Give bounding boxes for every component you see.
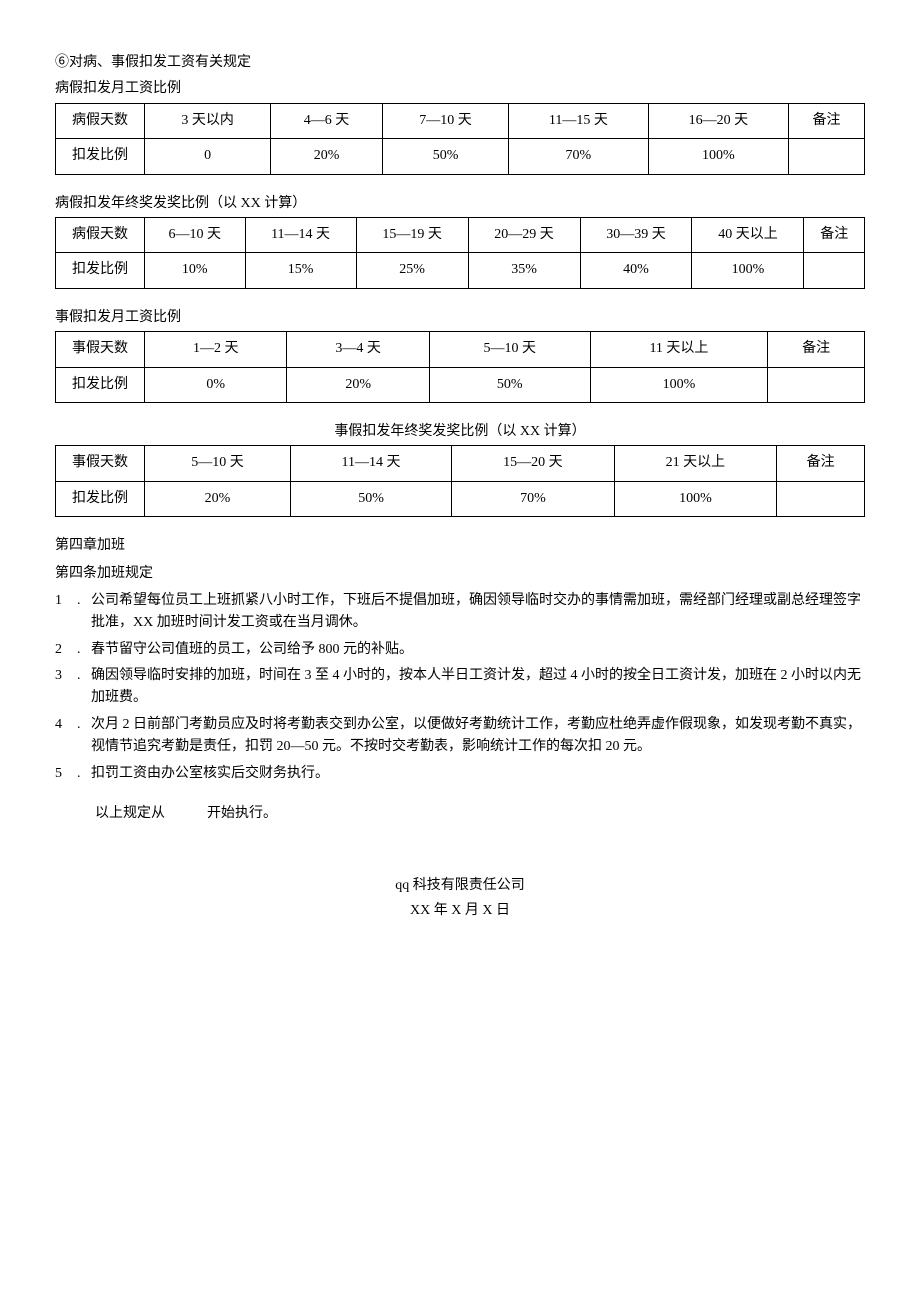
list-dot: . [77,665,91,710]
table-sick-monthly: 病假天数 3 天以内 4—6 天 7—10 天 11—15 天 16—20 天 … [55,103,865,175]
list-text: 扣罚工资由办公室核实后交财务执行。 [91,763,865,785]
list-item: 2.春节留守公司值班的员工，公司给予 800 元的补贴。 [55,639,865,661]
row-label: 扣发比例 [56,481,145,516]
col-header: 40 天以上 [692,217,804,252]
cell-value: 20% [271,139,383,174]
list-item: 1.公司希望每位员工上班抓紧八小时工作，下班后不提倡加班，确因领导临时交办的事情… [55,590,865,635]
list-number: 4 [55,714,77,759]
list-dot: . [77,714,91,759]
list-number: 1 [55,590,77,635]
cell-value: 0% [145,367,287,402]
list-text: 春节留守公司值班的员工，公司给予 800 元的补贴。 [91,639,865,661]
col-header: 6—10 天 [145,217,246,252]
table2-title: 病假扣发年终奖发奖比例（以 XX 计算） [55,193,865,215]
effective-date-line: 以上规定从 开始执行。 [95,803,865,825]
cell-remark [777,481,865,516]
table-sick-annual: 病假天数 6—10 天 11—14 天 15—19 天 20—29 天 30—3… [55,217,865,289]
col-header-remark: 备注 [777,446,865,481]
cell-value: 100% [692,253,804,288]
col-header: 7—10 天 [382,103,508,138]
col-header: 5—10 天 [145,446,291,481]
col-header: 11—15 天 [509,103,648,138]
cell-value: 0 [145,139,271,174]
col-header: 15—20 天 [452,446,615,481]
col-header: 20—29 天 [468,217,580,252]
cell-value: 70% [509,139,648,174]
cell-value: 20% [287,367,429,402]
rules-list: 1.公司希望每位员工上班抓紧八小时工作，下班后不提倡加班，确因领导临时交办的事情… [55,590,865,785]
list-item: 3.确因领导临时安排的加班，时间在 3 至 4 小时的，按本人半日工资计发，超过… [55,665,865,710]
row-label: 扣发比例 [56,253,145,288]
cell-value: 100% [648,139,789,174]
row-label: 扣发比例 [56,367,145,402]
cell-value: 20% [145,481,291,516]
row-label: 事假天数 [56,446,145,481]
row-label: 病假天数 [56,217,145,252]
chapter-heading: 第四章加班 [55,535,865,557]
list-item: 5.扣罚工资由办公室核实后交财务执行。 [55,763,865,785]
col-header: 30—39 天 [580,217,692,252]
cell-remark [768,367,865,402]
cell-value: 50% [382,139,508,174]
article-heading: 第四条加班规定 [55,563,865,585]
list-number: 5 [55,763,77,785]
col-header: 11 天以上 [590,332,768,367]
table1-title: 病假扣发月工资比例 [55,78,865,100]
col-header: 21 天以上 [614,446,777,481]
row-label: 病假天数 [56,103,145,138]
row-label: 扣发比例 [56,139,145,174]
cell-remark [789,139,865,174]
cell-value: 100% [590,367,768,402]
list-dot: . [77,639,91,661]
list-text: 公司希望每位员工上班抓紧八小时工作，下班后不提倡加班，确因领导临时交办的事情需加… [91,590,865,635]
cell-remark [804,253,865,288]
company-name: qq 科技有限责任公司 [55,875,865,897]
col-header-remark: 备注 [768,332,865,367]
col-header: 11—14 天 [245,217,356,252]
section-heading: ⑥对病、事假扣发工资有关规定 [55,52,865,74]
col-header-remark: 备注 [789,103,865,138]
list-text: 次月 2 日前部门考勤员应及时将考勤表交到办公室，以便做好考勤统计工作，考勤应杜… [91,714,865,759]
cell-value: 100% [614,481,777,516]
col-header: 5—10 天 [429,332,590,367]
cell-value: 50% [290,481,451,516]
cell-value: 25% [356,253,468,288]
col-header: 3 天以内 [145,103,271,138]
col-header: 4—6 天 [271,103,383,138]
cell-value: 70% [452,481,615,516]
table4-title: 事假扣发年终奖发奖比例（以 XX 计算） [55,421,865,443]
cell-value: 40% [580,253,692,288]
cell-value: 35% [468,253,580,288]
list-text: 确因领导临时安排的加班，时间在 3 至 4 小时的，按本人半日工资计发，超过 4… [91,665,865,710]
col-header: 3—4 天 [287,332,429,367]
col-header: 16—20 天 [648,103,789,138]
col-header: 11—14 天 [290,446,451,481]
col-header: 1—2 天 [145,332,287,367]
table-personal-annual: 事假天数 5—10 天 11—14 天 15—20 天 21 天以上 备注 扣发… [55,445,865,517]
cell-value: 10% [145,253,246,288]
cell-value: 15% [245,253,356,288]
cell-value: 50% [429,367,590,402]
list-dot: . [77,763,91,785]
list-number: 3 [55,665,77,710]
col-header: 15—19 天 [356,217,468,252]
table-personal-monthly: 事假天数 1—2 天 3—4 天 5—10 天 11 天以上 备注 扣发比例 0… [55,331,865,403]
row-label: 事假天数 [56,332,145,367]
table3-title: 事假扣发月工资比例 [55,307,865,329]
list-number: 2 [55,639,77,661]
list-item: 4.次月 2 日前部门考勤员应及时将考勤表交到办公室，以便做好考勤统计工作，考勤… [55,714,865,759]
signature-block: qq 科技有限责任公司 XX 年 X 月 X 日 [55,875,865,922]
list-dot: . [77,590,91,635]
signature-date: XX 年 X 月 X 日 [55,900,865,922]
col-header-remark: 备注 [804,217,865,252]
